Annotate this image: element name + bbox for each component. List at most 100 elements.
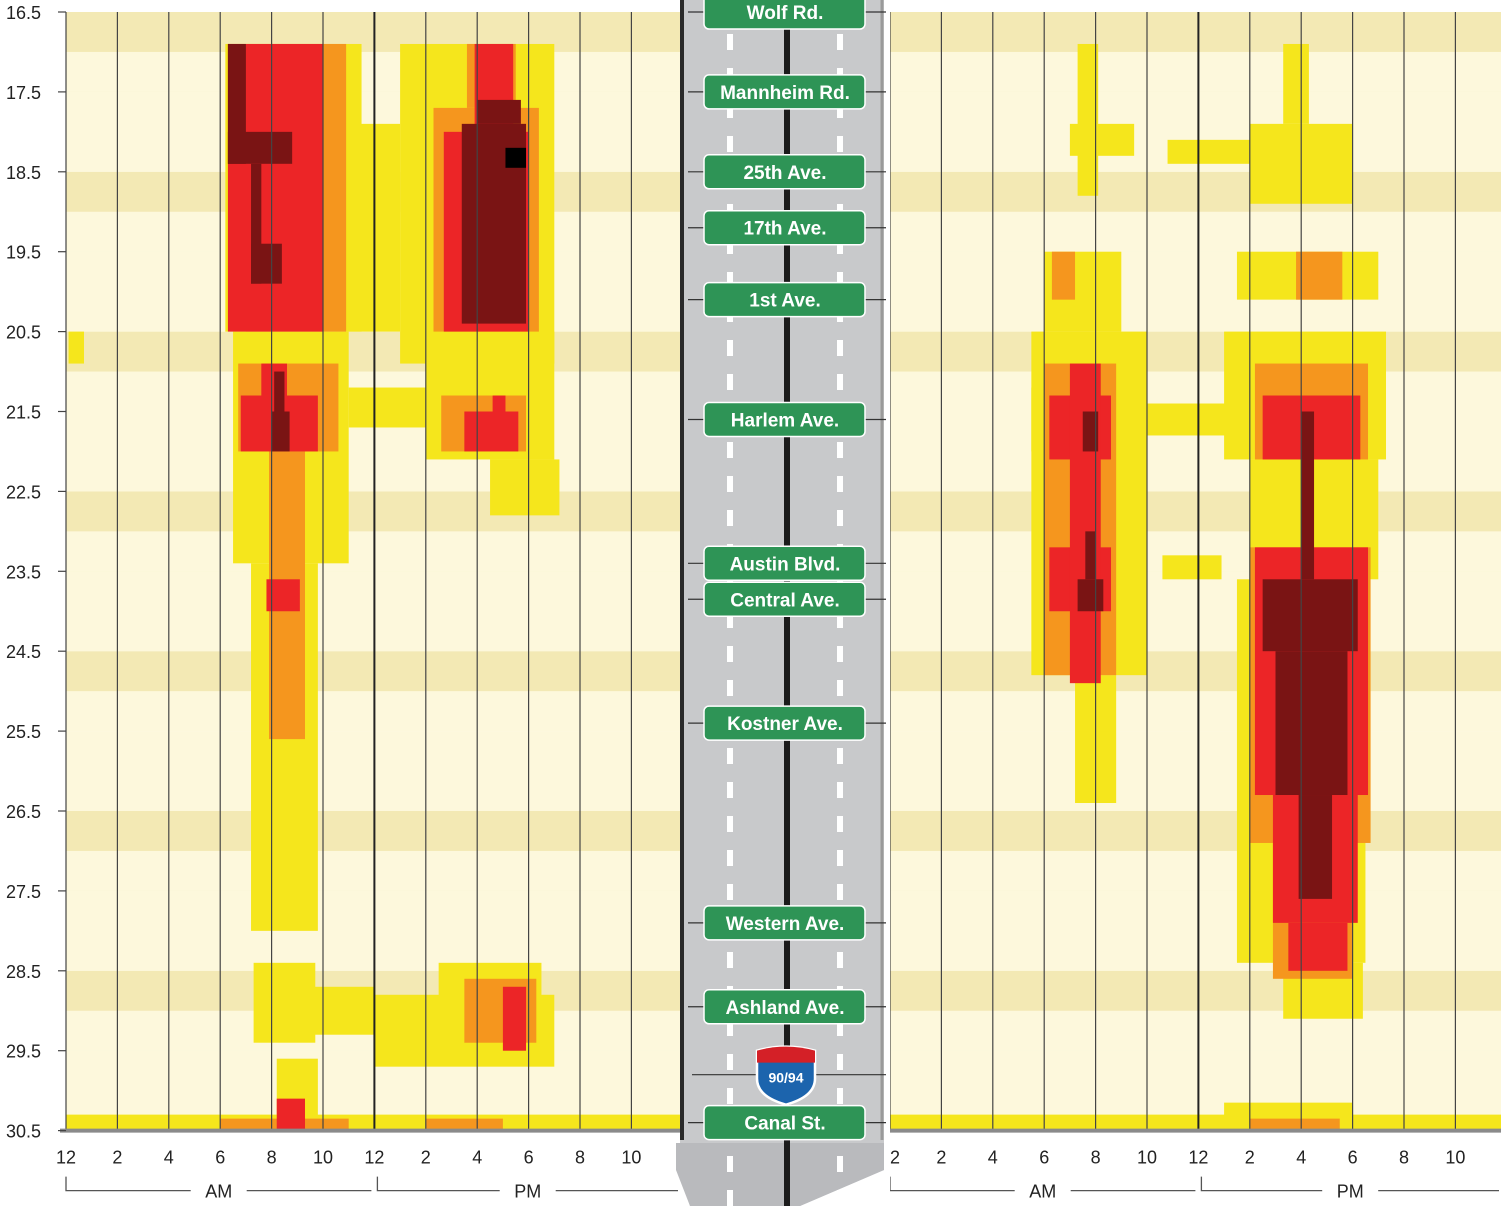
exit-sign-label: Western Ave. bbox=[726, 914, 845, 935]
exit-sign: Mannheim Rd. bbox=[688, 74, 886, 110]
x-tick-label: 6 bbox=[1348, 1148, 1358, 1168]
heat-cell-yellow bbox=[1147, 403, 1237, 436]
x-tick-label: 2 bbox=[1245, 1148, 1255, 1168]
x-tick-label: 12 bbox=[364, 1148, 384, 1168]
band-stripe bbox=[890, 451, 1501, 492]
x-tick-label: 10 bbox=[1137, 1148, 1157, 1168]
heat-cell-yellow bbox=[1077, 43, 1099, 196]
exit-sign-label: Canal St. bbox=[744, 1114, 825, 1135]
x-tick-label: 6 bbox=[524, 1148, 534, 1168]
period-label: PM bbox=[1337, 1182, 1364, 1202]
period-bracket bbox=[1200, 1176, 1499, 1192]
period-bracket bbox=[376, 1176, 678, 1192]
heat-cell-orange bbox=[425, 1118, 503, 1131]
x-tick-label: 8 bbox=[1399, 1148, 1409, 1168]
exit-sign: Central Ave. bbox=[688, 581, 886, 618]
exit-sign-plate bbox=[703, 905, 866, 941]
heat-cell-yellow bbox=[490, 459, 560, 516]
exit-sign-label: 25th Ave. bbox=[743, 163, 826, 184]
heat-cell-darkred bbox=[1298, 795, 1333, 899]
band-stripe bbox=[66, 531, 680, 572]
exit-sign-label: 1st Ave. bbox=[749, 291, 820, 312]
band-stripe bbox=[66, 771, 680, 811]
exit-sign: Harlem Ave. bbox=[688, 401, 886, 438]
y-tick-label: 18.5 bbox=[6, 163, 41, 183]
exit-sign-label: Kostner Ave. bbox=[727, 714, 843, 735]
x-tick-label: 10 bbox=[1445, 1148, 1465, 1168]
period-label: PM bbox=[514, 1182, 541, 1202]
y-tick-label: 21.5 bbox=[6, 403, 41, 423]
band-stripe bbox=[66, 51, 680, 92]
y-tick-label: 24.5 bbox=[6, 642, 41, 662]
x-tick-label: 2 bbox=[421, 1148, 431, 1168]
x-tick-label: 2 bbox=[112, 1148, 122, 1168]
heat-cell-darkred bbox=[1262, 579, 1358, 652]
exit-sign-label: Ashland Ave. bbox=[726, 998, 845, 1019]
y-tick-label: 29.5 bbox=[6, 1042, 41, 1062]
heat-cell-darkred bbox=[1275, 651, 1348, 796]
exit-sign: Austin Blvd. bbox=[688, 545, 886, 582]
band-stripe bbox=[890, 211, 1501, 252]
band-stripe bbox=[890, 771, 1501, 811]
x-tick-label: 4 bbox=[1296, 1148, 1306, 1168]
exit-sign-plate bbox=[703, 0, 866, 30]
band-stripe bbox=[66, 930, 680, 971]
exit-sign-plate bbox=[703, 401, 866, 438]
shield-label: 90/94 bbox=[768, 1070, 803, 1086]
exit-sign-label: 17th Ave. bbox=[743, 219, 826, 240]
x-tick-label: 8 bbox=[575, 1148, 585, 1168]
exit-sign-plate bbox=[703, 209, 866, 246]
heat-cell-yellow bbox=[348, 387, 439, 428]
band-stripe bbox=[66, 451, 680, 492]
band-stripe bbox=[66, 611, 680, 652]
highway-graphic: Wolf Rd. Mannheim Rd. 25th Ave. 17th Ave. 1s… bbox=[676, 0, 890, 1206]
x-tick-label: 4 bbox=[472, 1148, 482, 1168]
x-tick-label: 4 bbox=[988, 1148, 998, 1168]
exit-sign: Ashland Ave. bbox=[688, 989, 886, 1025]
x-tick-label: 12 bbox=[56, 1148, 76, 1168]
y-tick-label: 30.5 bbox=[6, 1122, 41, 1142]
exit-sign: 17th Ave. bbox=[688, 209, 886, 246]
heat-cell-darkred bbox=[1301, 411, 1315, 580]
x-tick-label: 6 bbox=[215, 1148, 225, 1168]
y-axis: 16.5 17.5 18.5 19.5 20.5 21.5 22.5 23.5 24.5 25.5… bbox=[6, 3, 66, 1142]
exit-sign-plate bbox=[703, 989, 866, 1025]
heat-cell-darkred bbox=[251, 163, 262, 284]
exit-sign-plate bbox=[703, 705, 866, 741]
heat-cell-yellow bbox=[1167, 139, 1250, 164]
exit-sign-label: Central Ave. bbox=[730, 590, 839, 611]
heat-cell-darkred bbox=[1082, 411, 1099, 452]
y-tick-label: 28.5 bbox=[6, 962, 41, 982]
band-stripe bbox=[890, 691, 1501, 732]
x-tick-label: 10 bbox=[313, 1148, 333, 1168]
heat-cell-darkred bbox=[477, 99, 521, 124]
exit-sign: Canal St. bbox=[688, 1104, 886, 1141]
y-tick-label: 16.5 bbox=[6, 3, 41, 23]
heat-cell-red bbox=[1288, 922, 1348, 971]
band-stripe bbox=[890, 930, 1501, 971]
period-label: AM bbox=[1029, 1182, 1056, 1202]
band-stripe bbox=[890, 1010, 1501, 1051]
x-tick-label: 4 bbox=[164, 1148, 174, 1168]
shield-top-band bbox=[757, 1046, 815, 1063]
heat-cell-red bbox=[276, 1098, 306, 1131]
heat-cell-yellow bbox=[1162, 555, 1222, 580]
heat-cell-darkred bbox=[227, 131, 293, 164]
heat-cell-darkred bbox=[251, 243, 282, 284]
heat-cell-orange bbox=[1296, 251, 1343, 300]
x-tick-label: 12 bbox=[1188, 1148, 1208, 1168]
heat-cell-yellow bbox=[297, 986, 375, 1035]
heat-cell-darkred bbox=[1085, 531, 1096, 580]
y-tick-label: 26.5 bbox=[6, 802, 41, 822]
band-stripe bbox=[66, 850, 680, 891]
x-tick-label: 8 bbox=[267, 1148, 277, 1168]
band-stripe bbox=[66, 691, 680, 732]
exit-sign-plate bbox=[703, 154, 866, 190]
exit-sign-plate bbox=[703, 545, 866, 582]
heat-cell-darkred bbox=[271, 411, 290, 452]
y-tick-label: 17.5 bbox=[6, 83, 41, 103]
exit-sign: 1st Ave. bbox=[688, 281, 886, 318]
